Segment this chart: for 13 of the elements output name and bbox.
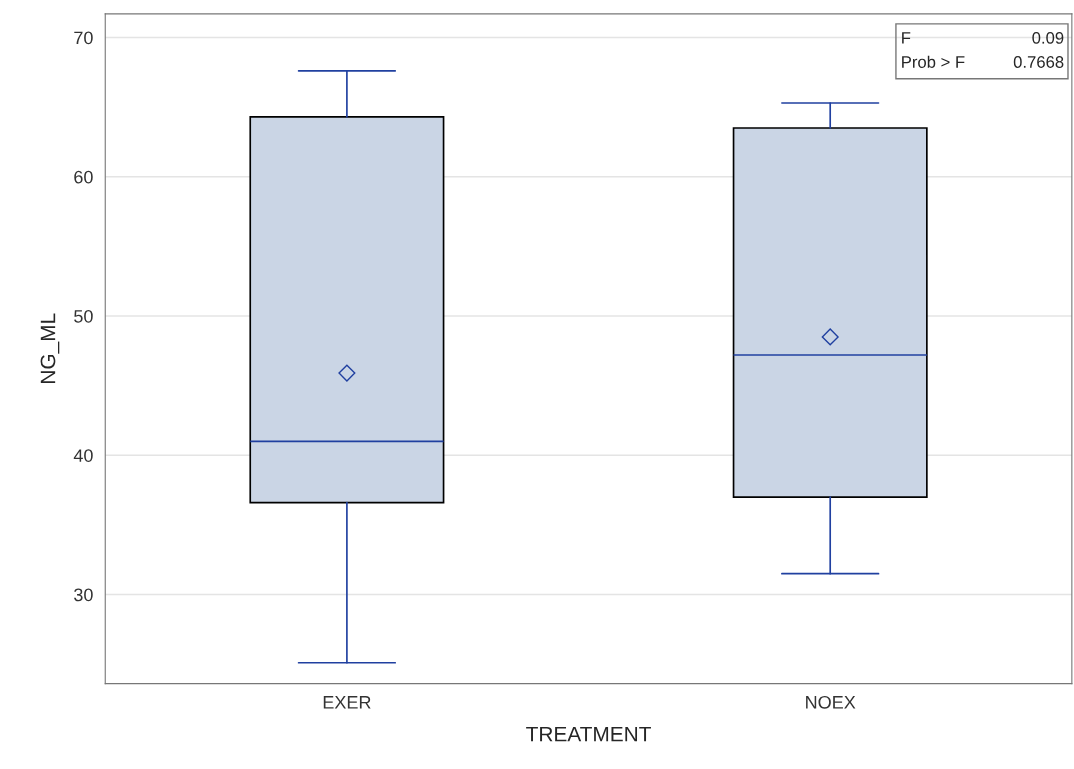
annotation: F xyxy=(902,32,911,44)
annotation: 0.09 xyxy=(1032,31,1064,44)
x-tick-label: NOEX xyxy=(806,695,856,709)
x-tick-label: EXER xyxy=(323,696,371,709)
y-tick-label: 60 xyxy=(74,170,93,184)
y-tick-label: 70 xyxy=(74,31,93,45)
y-tick-label: 50 xyxy=(74,309,93,323)
x-axis-title: TREATMENT xyxy=(526,726,651,742)
annotation: Prob > F xyxy=(902,55,965,68)
y-tick-label: 30 xyxy=(74,588,93,602)
y-axis-title: NG_ML xyxy=(40,313,60,383)
y-tick-label: 40 xyxy=(73,449,93,462)
annotation: 0.7668 xyxy=(1013,56,1064,68)
